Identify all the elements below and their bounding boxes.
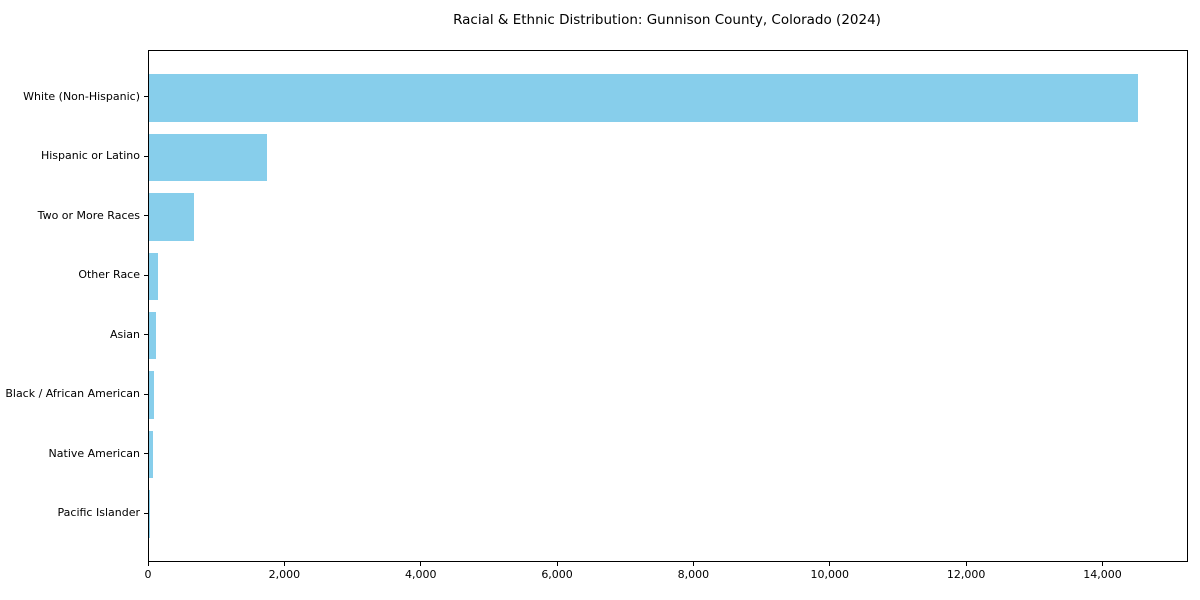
x-tick-label-12000: 12,000 (946, 568, 986, 581)
y-tick-label-pacific-islander: Pacific Islander (57, 506, 140, 520)
x-tick-label-2000: 2,000 (268, 568, 301, 581)
y-tick-mark (144, 512, 148, 514)
y-tick-mark (144, 215, 148, 217)
x-tick-mark (147, 562, 149, 566)
bar-pacific-islander (149, 490, 150, 538)
y-tick-label-asian: Asian (109, 327, 140, 341)
y-tick-label-white-non-hispanic: White (Non-Hispanic) (23, 89, 140, 103)
y-tick-label-native-american: Native American (48, 446, 140, 460)
bar-white-non-hispanic (149, 74, 1138, 122)
y-tick-label-other-race: Other Race (78, 268, 140, 282)
x-tick-label-0: 0 (144, 568, 152, 581)
x-tick-mark (420, 562, 422, 566)
x-tick-mark (829, 562, 831, 566)
y-tick-mark (144, 274, 148, 276)
x-tick-mark (556, 562, 558, 566)
y-tick-mark (144, 96, 148, 98)
bar-asian (149, 311, 157, 360)
y-tick-label-hispanic-or-latino: Hispanic or Latino (40, 149, 140, 163)
chart-title: Racial & Ethnic Distribution: Gunnison C… (453, 12, 881, 28)
y-tick-mark (144, 393, 148, 395)
x-tick-label-10000: 10,000 (810, 568, 850, 581)
y-tick-mark (144, 155, 148, 157)
y-tick-mark (144, 453, 148, 455)
bar-black-african-american (149, 371, 155, 419)
y-tick-mark (144, 334, 148, 336)
bar-native-american (149, 430, 153, 479)
bar-two-or-more-races (149, 193, 194, 241)
x-tick-label-4000: 4,000 (404, 568, 437, 581)
y-tick-label-two-or-more-races: Two or More Races (37, 208, 140, 222)
x-tick-mark (1101, 562, 1103, 566)
x-tick-label-6000: 6,000 (541, 568, 573, 581)
y-tick-label-black-african-american: Black / African American (5, 387, 140, 401)
x-tick-mark (692, 562, 694, 566)
x-tick-mark (283, 562, 285, 566)
bar-other-race (149, 252, 158, 301)
x-tick-label-8000: 8,000 (677, 568, 710, 581)
bar-hispanic-or-latino (149, 133, 267, 182)
x-tick-mark (965, 562, 967, 566)
x-tick-label-14000: 14,000 (1083, 568, 1122, 581)
plot-area (148, 50, 1188, 562)
